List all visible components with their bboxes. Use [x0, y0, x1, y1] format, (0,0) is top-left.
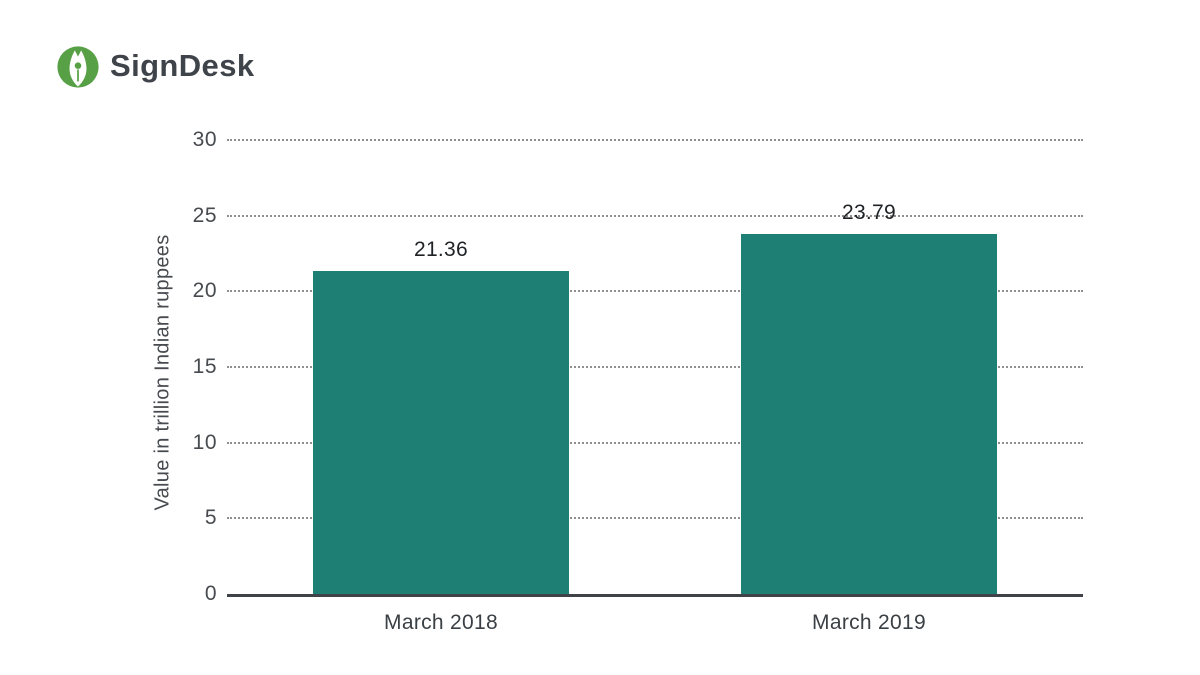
y-tick-label-15: 15: [192, 355, 217, 378]
bar-march-2019: [741, 233, 997, 594]
x-category-label-march-2019: March 2019: [812, 611, 926, 634]
gridline-y-15: [227, 366, 1083, 368]
gridline-y-25: [227, 214, 1083, 217]
gridline-y-5: [227, 517, 1083, 520]
signdesk-logo: SignDesk: [55, 44, 254, 90]
y-tick-label-0: 0: [204, 582, 217, 605]
y-tick-label-10: 10: [192, 430, 217, 454]
signdesk-pen-nib-icon: [57, 46, 99, 88]
x-category-label-march-2018: March 2018: [384, 611, 498, 634]
y-tick-label-30: 30: [192, 128, 217, 151]
bar-march-2018: [313, 270, 569, 594]
y-tick-label-25: 25: [192, 203, 217, 227]
y-tick-label-20: 20: [192, 279, 217, 303]
signdesk-logo-text: SignDesk: [110, 48, 255, 83]
gridline-y-10: [227, 441, 1083, 444]
gridline-y-20: [227, 290, 1083, 293]
plot-area: 0 5 10 15 20 25 30 21.36 March 2018 23.79 March 20…: [193, 128, 1083, 634]
bar-value-label-march-2019: 23.79: [841, 200, 897, 224]
gridline-y-30: [227, 139, 1083, 141]
y-tick-label-5: 5: [204, 506, 217, 530]
bar-value-label-march-2018: 21.36: [413, 237, 469, 261]
